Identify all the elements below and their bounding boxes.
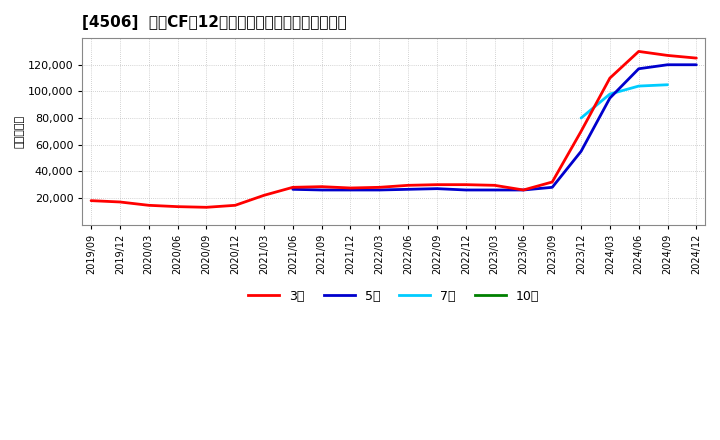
5年 xyxy=(519,187,528,193)
5年 xyxy=(490,187,499,193)
7年 xyxy=(634,84,643,89)
5年 xyxy=(577,149,585,154)
3年 xyxy=(346,185,355,191)
5年 xyxy=(634,66,643,71)
Line: 5年: 5年 xyxy=(293,65,696,190)
3年 xyxy=(606,75,614,81)
7年 xyxy=(663,82,672,88)
5年 xyxy=(346,187,355,193)
3年 xyxy=(202,205,211,210)
7年 xyxy=(577,115,585,121)
Line: 7年: 7年 xyxy=(581,85,667,118)
3年 xyxy=(490,183,499,188)
3年 xyxy=(433,182,441,187)
5年 xyxy=(289,187,297,192)
5年 xyxy=(548,185,557,190)
3年 xyxy=(145,203,153,208)
3年 xyxy=(548,180,557,185)
3年 xyxy=(404,183,413,188)
3年 xyxy=(289,185,297,190)
3年 xyxy=(692,55,701,61)
3年 xyxy=(375,185,384,190)
3年 xyxy=(519,187,528,193)
3年 xyxy=(663,53,672,58)
5年 xyxy=(692,62,701,67)
3年 xyxy=(318,184,326,189)
5年 xyxy=(462,187,470,193)
5年 xyxy=(375,187,384,193)
3年 xyxy=(634,49,643,54)
7年 xyxy=(606,92,614,97)
Legend: 3年, 5年, 7年, 10年: 3年, 5年, 7年, 10年 xyxy=(243,285,544,308)
Y-axis label: （百万円）: （百万円） xyxy=(15,115,25,148)
Line: 3年: 3年 xyxy=(91,51,696,207)
5年 xyxy=(663,62,672,67)
3年 xyxy=(260,193,269,198)
3年 xyxy=(116,199,125,205)
3年 xyxy=(577,129,585,134)
3年 xyxy=(231,203,240,208)
3年 xyxy=(462,182,470,187)
5年 xyxy=(318,187,326,193)
3年 xyxy=(174,204,182,209)
Text: [4506]  営業CFの12か月移動合計の標準偏差の推移: [4506] 営業CFの12か月移動合計の標準偏差の推移 xyxy=(82,15,347,30)
3年 xyxy=(86,198,95,203)
5年 xyxy=(404,187,413,192)
5年 xyxy=(433,186,441,191)
5年 xyxy=(606,95,614,101)
